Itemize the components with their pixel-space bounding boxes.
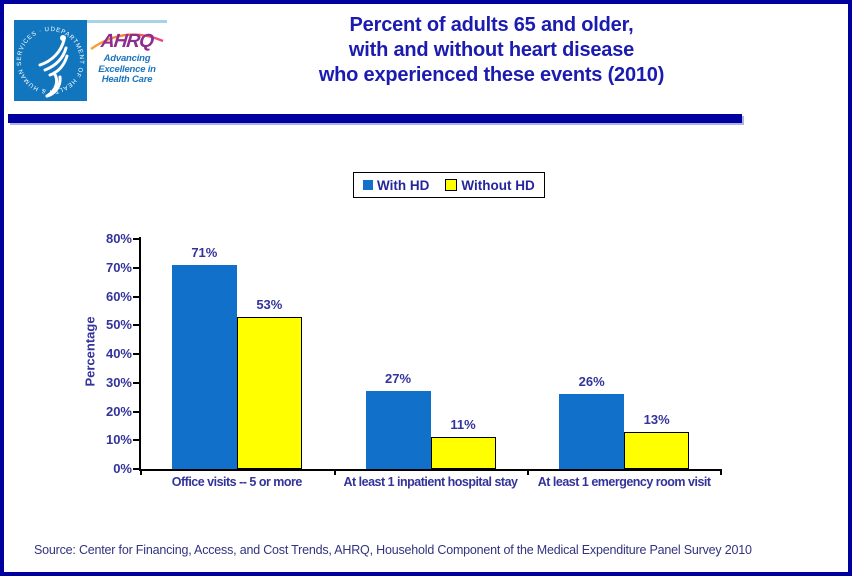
- category-label: At least 1 emergency room visit: [537, 475, 711, 489]
- category-label: At least 1 inpatient hospital stay: [343, 475, 518, 489]
- legend-item-without-hd: Without HD: [445, 177, 535, 193]
- title-line-3: who experienced these events (2010): [318, 64, 665, 86]
- y-tick-label: 40%: [105, 346, 132, 361]
- y-tick-mark: [133, 238, 140, 240]
- legend-swatch-without-hd: [445, 179, 458, 191]
- bar-value-label: 13%: [643, 411, 670, 427]
- title-line-1: Percent of adults 65 and older,: [349, 14, 634, 36]
- ahrq-logo: AHRQ Advancing Excellence in Health Care: [87, 20, 167, 101]
- y-tick-label: 10%: [105, 432, 132, 448]
- y-tick-mark: [133, 381, 140, 384]
- ahrq-tagline: Advancing Excellence in Health Care: [87, 53, 167, 86]
- divider-bar: [8, 114, 742, 123]
- bar-without-hd: [624, 431, 690, 469]
- y-tick-mark: [133, 439, 140, 442]
- y-tick-label: 60%: [105, 288, 132, 304]
- legend-label-with-hd: With HD: [377, 177, 430, 193]
- y-tick-mark: [133, 468, 140, 470]
- x-tick-mark: [140, 469, 142, 475]
- rainbow-arc-icon: [90, 33, 164, 50]
- bar-value-label: 27%: [384, 371, 412, 387]
- y-tick-label: 50%: [105, 317, 132, 333]
- legend-item-with-hd: With HD: [363, 178, 429, 193]
- x-axis-line: [139, 469, 722, 471]
- x-tick-mark: [527, 469, 530, 475]
- ahrq-tagline-line: Advancing: [103, 53, 151, 64]
- category-label: Office visits -- 5 or more: [171, 475, 303, 489]
- y-tick-label: 70%: [105, 259, 132, 275]
- y-tick-label: 80%: [105, 231, 132, 246]
- hhs-logo: DEPARTMENT OF HEALTH & HUMAN SERVICES · …: [14, 20, 87, 101]
- y-tick-mark: [133, 353, 140, 355]
- bar-value-label: 53%: [256, 296, 283, 312]
- legend-label-without-hd: Without HD: [461, 177, 535, 193]
- bar-value-label: 26%: [578, 374, 605, 390]
- y-axis-line: [139, 237, 141, 471]
- bar-chart: Percentage 0% 10% 20% 30% 40% 50% 60% 70% 80% 71%…: [4, 4, 848, 572]
- bar-with-hd: [365, 391, 431, 469]
- bar-with-hd: [559, 394, 625, 469]
- x-tick-mark: [720, 469, 722, 475]
- bar-value-label: 11%: [450, 417, 476, 433]
- page-title: Percent of adults 65 and older, with and…: [179, 13, 804, 88]
- eagle-icon: [38, 38, 69, 98]
- bar-value-label: 71%: [191, 244, 218, 260]
- y-tick-mark: [133, 410, 140, 413]
- x-tick-mark: [333, 469, 336, 475]
- y-tick-label: 20%: [105, 403, 132, 419]
- bar-with-hd: [171, 264, 237, 469]
- hhs-eagle-icon: DEPARTMENT OF HEALTH & HUMAN SERVICES · …: [14, 20, 84, 98]
- source-note: Source: Center for Financing, Access, an…: [34, 543, 752, 557]
- ahrq-tagline-line: Health Care: [101, 74, 153, 85]
- bar-without-hd: [236, 316, 302, 469]
- legend-swatch-with-hd: [363, 180, 373, 190]
- eagle-head: [60, 35, 66, 41]
- ahrq-tagline-line: Excellence in: [98, 63, 156, 75]
- y-tick-label: 30%: [105, 374, 132, 390]
- y-tick-label: 0%: [113, 461, 132, 476]
- chart-legend: With HD Without HD: [353, 172, 545, 198]
- y-tick-mark: [133, 266, 140, 269]
- y-tick-mark: [133, 324, 140, 327]
- title-line-2: with and without heart disease: [348, 39, 635, 61]
- bar-without-hd: [430, 437, 496, 469]
- y-tick-mark: [133, 295, 140, 298]
